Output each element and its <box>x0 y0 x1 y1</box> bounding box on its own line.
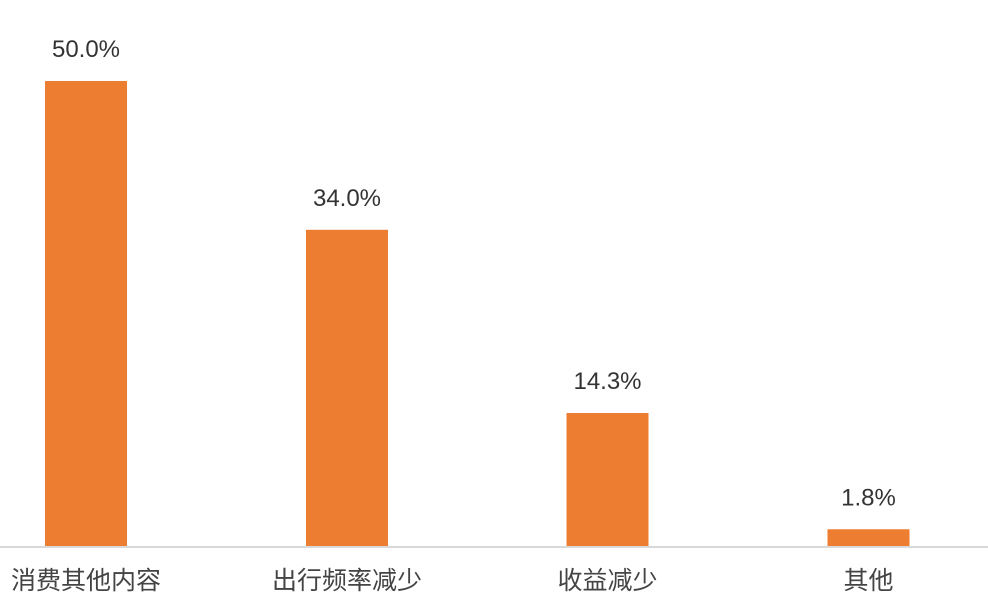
data-label: 34.0% <box>313 185 381 212</box>
x-tick-label: 收益减少 <box>557 566 657 595</box>
bar-4 <box>827 529 910 546</box>
x-tick-label: 其他 <box>843 566 893 595</box>
bar-2 <box>306 229 388 547</box>
x-tick-label: 出行频率减少 <box>272 566 422 595</box>
bar-3 <box>566 413 649 546</box>
x-tick-label: 消费其他内容 <box>11 566 161 595</box>
bar-1 <box>45 81 127 546</box>
data-label: 14.3% <box>573 368 641 395</box>
data-label: 50.0% <box>52 36 120 63</box>
data-label: 1.8% <box>841 484 896 511</box>
